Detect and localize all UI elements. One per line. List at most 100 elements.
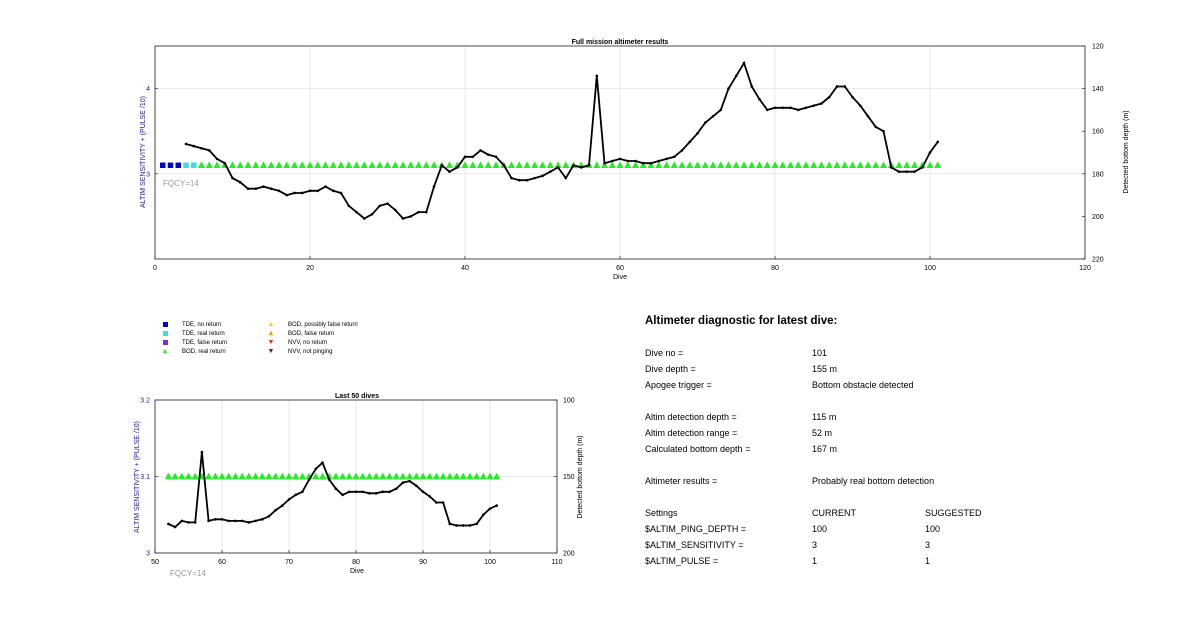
bod-marker <box>732 161 740 169</box>
depth-point <box>301 490 304 494</box>
depth-point <box>334 487 338 491</box>
bod-marker <box>251 472 260 480</box>
bod-marker <box>244 161 252 169</box>
depth-point <box>215 157 219 161</box>
depth-point <box>696 132 699 135</box>
legend-square-marker <box>160 339 170 347</box>
x-tick-label: 70 <box>285 559 293 566</box>
legend-label: TDE, no return <box>182 322 222 328</box>
legend-item: TDE, false return <box>160 339 227 347</box>
calculated-bottom-value: 167 m <box>812 444 838 454</box>
bod-marker <box>412 472 420 480</box>
bod-marker <box>493 472 501 480</box>
depth-point <box>719 108 723 112</box>
depth-point <box>293 191 296 195</box>
depth-point <box>533 176 537 180</box>
depth-point <box>905 170 909 173</box>
legend-label: BOD, possibly false return <box>288 322 358 328</box>
depth-point <box>281 504 284 507</box>
dive-no-label: Dive no = <box>645 348 684 358</box>
dive-depth-label: Dive depth = <box>645 364 696 374</box>
legend-label: NVV, not pinging <box>288 349 333 355</box>
bod-marker <box>352 472 360 480</box>
legend-item: ▲ BOD, false return <box>266 330 335 338</box>
depth-point <box>781 106 785 110</box>
x-tick-label: 80 <box>352 559 360 566</box>
depth-point <box>341 493 344 497</box>
depth-point <box>231 176 234 180</box>
bod-marker <box>934 161 942 169</box>
bod-marker <box>879 161 888 169</box>
detection-range-value: 52 m <box>812 428 833 438</box>
current-header: CURRENT <box>812 508 856 518</box>
depth-point <box>897 170 901 173</box>
depth-point <box>804 106 808 110</box>
sensitivity-suggested: 3 <box>925 540 931 550</box>
bod-marker <box>432 472 440 480</box>
bod-marker <box>670 161 678 169</box>
bod-marker <box>352 161 361 169</box>
bod-marker <box>647 161 655 169</box>
full-mission-chart: Full mission altimeter results 0 20 40 60 80… <box>140 39 1130 281</box>
ping-depth-row: $ALTIM_PING_DEPTH = 100 100 <box>645 524 1165 536</box>
x-tick-label: 20 <box>306 265 314 272</box>
legend-item: ▲ BOD, possibly false return <box>266 321 358 329</box>
depth-point <box>541 174 544 178</box>
bod-marker <box>484 161 492 169</box>
results-label: Altimeter results = <box>645 476 718 486</box>
depth-point <box>339 191 343 195</box>
dive-no-row: Dive no = 101 <box>645 348 1165 360</box>
depth-point <box>928 151 932 154</box>
bod-marker <box>345 161 353 169</box>
legend-item: ▼ NVV, not pinging <box>266 348 333 356</box>
bod-marker <box>258 472 266 480</box>
depth-point <box>308 189 312 193</box>
bod-marker <box>546 161 554 169</box>
detection-depth-label: Altim detection depth = <box>645 412 737 422</box>
depth-point <box>223 161 227 165</box>
bod-marker <box>267 161 275 169</box>
depth-point <box>200 146 203 150</box>
bottom-depth-points <box>184 61 940 220</box>
bod-marker <box>422 161 430 169</box>
bod-marker <box>314 161 322 169</box>
ping-depth-suggested: 100 <box>925 524 941 534</box>
bod-marker <box>345 472 353 480</box>
legend-label: NVV, no return <box>288 340 328 346</box>
y-right-tick-label: 160 <box>1092 129 1104 136</box>
bod-marker <box>290 161 299 169</box>
depth-point <box>889 166 893 169</box>
depth-point <box>672 155 676 159</box>
bod-marker <box>910 161 919 169</box>
depth-point <box>381 490 385 494</box>
last-50-dives-chart: Last 50 dives 50 60 70 80 90 100 110 3 3.1 3.2 100… <box>134 393 584 578</box>
bod-marker <box>231 472 239 480</box>
bod-marker <box>810 161 818 169</box>
bod-marker <box>325 472 333 480</box>
bod-marker <box>383 161 392 169</box>
bod-marker <box>275 161 283 169</box>
bod-marker <box>205 161 213 169</box>
depth-point <box>428 495 432 498</box>
bod-marker <box>786 161 795 169</box>
bod-marker <box>554 161 562 169</box>
depth-point <box>374 492 378 495</box>
depth-point <box>207 149 211 152</box>
bod-marker <box>419 472 427 480</box>
depth-point <box>254 187 258 191</box>
bod-marker <box>841 161 849 169</box>
legend-item: TDE, real return <box>160 330 225 338</box>
depth-point <box>260 518 264 521</box>
y-axis-right-label: Detected bottom depth (m) <box>577 435 584 518</box>
y-left-tick-label: 4 <box>146 86 150 93</box>
depth-point <box>851 95 854 99</box>
depth-point <box>502 163 506 167</box>
apogee-value: Bottom obstacle detected <box>812 380 914 390</box>
bod-marker <box>178 472 186 480</box>
chart-title: Last 50 dives <box>335 393 379 400</box>
legend-label: TDE, real return <box>182 331 225 337</box>
bod-marker <box>755 161 764 169</box>
bod-marker <box>339 472 347 480</box>
depth-point <box>294 493 298 497</box>
tde-marker <box>160 162 166 169</box>
